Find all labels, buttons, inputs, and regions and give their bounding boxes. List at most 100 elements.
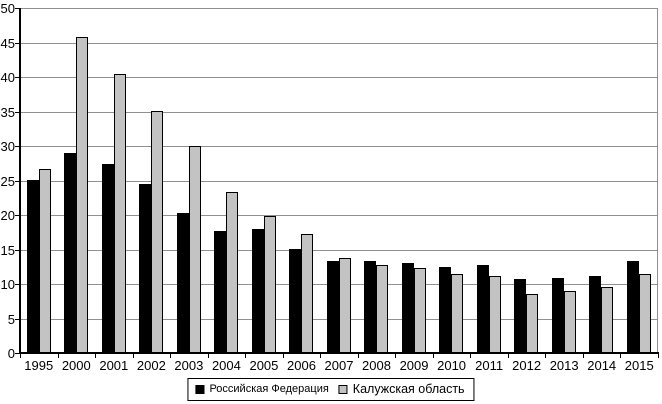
y-axis-tick <box>15 77 20 78</box>
bar-rf-2001 <box>102 164 114 353</box>
bar-rf-2003 <box>177 213 189 353</box>
bar-ko-2014 <box>601 287 613 353</box>
x-axis-tick-label: 2007 <box>324 358 354 373</box>
y-axis-tick <box>15 249 20 251</box>
x-axis-tick <box>357 354 359 358</box>
x-axis-tick <box>57 354 59 358</box>
bar-rf-2010 <box>439 267 451 353</box>
bar-ko-2010 <box>451 274 463 353</box>
x-axis-tick <box>620 354 622 358</box>
y-axis-tick-label: 25 <box>0 173 15 189</box>
gridline <box>20 111 658 113</box>
bar-ko-2007 <box>339 258 351 353</box>
bar-rf-2007 <box>327 261 339 353</box>
x-axis-tick-label: 2011 <box>475 358 504 373</box>
x-axis-tick <box>132 354 134 358</box>
y-axis-tick-label: 30 <box>0 139 15 154</box>
x-axis-tick <box>170 354 172 358</box>
x-axis-tick <box>20 354 21 358</box>
y-axis-tick <box>15 8 20 9</box>
gridline <box>20 215 658 216</box>
bar-ko-2006 <box>301 234 313 353</box>
y-axis-tick-label: 35 <box>0 104 15 120</box>
gridline <box>20 8 658 9</box>
x-axis-tick-label: 2005 <box>249 358 279 373</box>
y-axis-tick-label: 50 <box>0 1 15 16</box>
bar-rf-2004 <box>214 231 226 353</box>
x-axis-tick-label: 2000 <box>61 358 91 373</box>
bar-ko-2000 <box>76 37 88 353</box>
x-axis-tick <box>245 354 247 358</box>
y-axis-tick <box>15 42 20 44</box>
bar-ko-2012 <box>526 294 538 353</box>
legend-label-rf: Российская Федерация <box>209 383 329 395</box>
y-axis-tick <box>15 146 20 147</box>
gridline <box>20 146 658 147</box>
bar-rf-2005 <box>252 229 264 353</box>
x-axis-tick <box>507 354 509 358</box>
x-axis-tick <box>582 354 584 358</box>
y-axis-tick <box>15 180 20 182</box>
x-axis-tick <box>545 354 547 358</box>
x-axis-tick-label: 2012 <box>512 358 542 373</box>
bar-ko-1995 <box>39 169 51 353</box>
plot-area <box>20 8 658 353</box>
bar-ko-2002 <box>151 111 163 353</box>
x-axis-tick-label: 2001 <box>99 358 129 373</box>
bar-rf-2008 <box>364 261 376 353</box>
x-axis-line <box>19 352 659 354</box>
bar-rf-2002 <box>139 184 151 353</box>
x-axis-tick <box>658 354 659 358</box>
y-axis-tick <box>15 353 20 354</box>
gridline <box>20 42 658 44</box>
legend-label-ko: Калужская область <box>352 382 465 396</box>
bar-rf-2011 <box>477 265 489 353</box>
bar-ko-2001 <box>114 74 126 353</box>
bar-rf-2012 <box>514 279 526 353</box>
y-axis-tick-label: 40 <box>0 70 15 85</box>
gridline <box>20 180 658 182</box>
bar-ko-2004 <box>226 192 238 353</box>
y-axis-tick-label: 45 <box>0 35 15 51</box>
y-axis-tick-label: 0 <box>7 346 15 361</box>
bar-ko-2011 <box>489 276 501 353</box>
bar-rf-2000 <box>64 153 76 353</box>
y-axis-tick-label: 5 <box>7 311 15 327</box>
bar-rf-2006 <box>289 249 301 353</box>
bar-rf-2013 <box>552 278 564 353</box>
bar-ko-2003 <box>189 146 201 353</box>
bar-rf-2009 <box>402 263 414 353</box>
x-axis-tick-label: 2004 <box>211 358 241 373</box>
bar-rf-2014 <box>589 276 601 353</box>
x-axis-tick <box>470 354 472 358</box>
x-axis-tick-label: 2008 <box>362 358 391 373</box>
y-axis-tick <box>15 111 20 113</box>
x-axis-tick-label: 2003 <box>174 358 204 373</box>
x-axis-tick-label: 2006 <box>287 358 316 373</box>
x-axis-tick-label: 1995 <box>24 358 54 373</box>
gridline <box>20 249 658 251</box>
y-axis-tick-label: 10 <box>0 277 15 292</box>
legend-swatch-ko <box>338 384 348 394</box>
x-axis-tick-label: 2013 <box>549 358 579 373</box>
bar-ko-2008 <box>376 265 388 353</box>
x-axis-tick <box>432 354 434 358</box>
x-axis-tick <box>95 354 97 358</box>
x-axis-tick <box>395 354 397 358</box>
bar-ko-2005 <box>264 216 276 353</box>
y-axis-tick <box>15 215 20 216</box>
legend-swatch-rf <box>195 384 205 394</box>
bar-rf-2015 <box>627 261 639 353</box>
x-axis-tick-label: 2009 <box>399 358 429 373</box>
x-axis-tick-label: 2014 <box>587 358 617 373</box>
y-axis-tick-label: 20 <box>0 208 15 223</box>
bar-ko-2013 <box>564 291 576 353</box>
x-axis-tick <box>207 354 209 358</box>
gridline <box>20 77 658 78</box>
x-axis-tick-label: 2002 <box>136 358 166 373</box>
bar-rf-1995 <box>27 180 39 353</box>
bar-ko-2009 <box>414 268 426 353</box>
legend: Российская Федерация Калужская область <box>187 378 475 401</box>
y-axis-tick-label: 15 <box>0 242 15 258</box>
